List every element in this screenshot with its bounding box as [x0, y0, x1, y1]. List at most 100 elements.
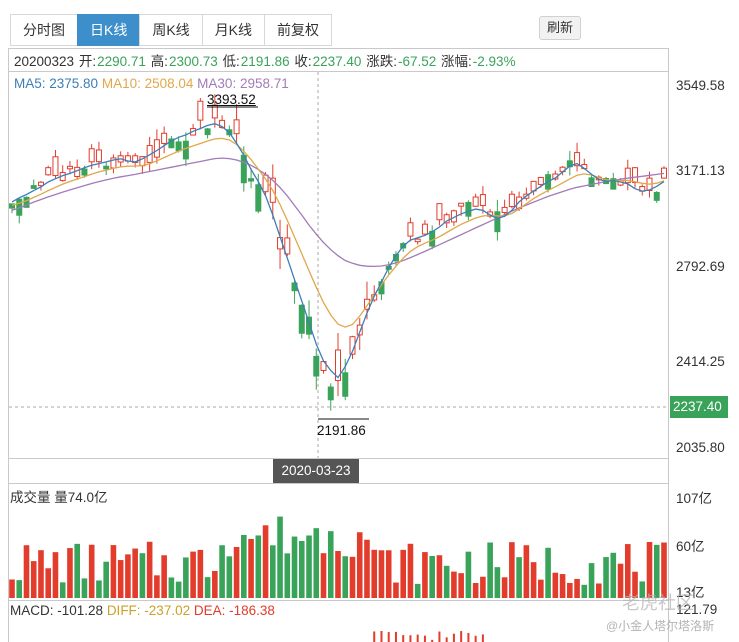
- volume-bar: [277, 516, 283, 598]
- volume-label: 成交量 量74.0亿: [10, 490, 108, 505]
- candle-body: [313, 356, 320, 377]
- volume-bar: [632, 571, 638, 598]
- candlestick-series: [9, 94, 667, 411]
- volume-bar: [371, 549, 378, 598]
- volume-bar: [175, 581, 182, 598]
- volume-bar: [154, 575, 160, 598]
- volume-bar: [458, 573, 464, 598]
- volume-bar: [472, 583, 479, 598]
- candle-body: [421, 223, 428, 235]
- macd-bar: [460, 631, 463, 642]
- volume-bar: [639, 581, 646, 598]
- candle-body: [219, 119, 226, 129]
- low-marker-label: 2191.86: [317, 423, 366, 438]
- change-label: 涨跌:: [366, 54, 397, 69]
- candle-body: [624, 167, 631, 184]
- volume-bar: [465, 551, 472, 598]
- candle-body: [501, 206, 508, 214]
- macd-bar: [467, 632, 470, 642]
- info-divider: [8, 71, 669, 72]
- macd-pane-top: [8, 600, 669, 601]
- macd-legend: MACD: -101.28 DIFF: -237.02 DEA: -186.38: [10, 603, 275, 618]
- volume-bar: [23, 545, 30, 598]
- candle-body: [66, 165, 73, 170]
- volume-bar: [313, 528, 320, 598]
- volume-bar: [52, 552, 59, 598]
- macd-bar: [380, 631, 383, 642]
- candle-body: [436, 203, 443, 221]
- refresh-button[interactable]: 刷新: [539, 16, 582, 40]
- macd-value: MACD: -101.28: [10, 603, 104, 618]
- volume-bar: [103, 561, 109, 598]
- high-label: 高:: [150, 54, 168, 69]
- candle-body: [356, 324, 363, 336]
- price-pane-bottom: [8, 458, 669, 459]
- volume-bar: [168, 577, 175, 598]
- macd-bar: [394, 631, 397, 642]
- price-tick: 3171.13: [676, 163, 725, 178]
- volume-bar: [414, 583, 421, 598]
- volume-bar: [197, 549, 204, 598]
- volume-bar: [183, 557, 189, 598]
- watermark-author: @小金人塔尔塔洛斯: [606, 619, 715, 633]
- volume-bar: [349, 556, 356, 598]
- tab-daily-kline[interactable]: 日K线: [77, 14, 140, 46]
- volume-bar: [603, 557, 609, 598]
- tab-weekly-kline[interactable]: 周K线: [139, 14, 202, 46]
- price-tick: 2035.80: [676, 440, 725, 455]
- volume-bar: [212, 570, 218, 598]
- volume-bar: [581, 584, 588, 598]
- low-label: 低:: [222, 54, 240, 69]
- volume-bar: [501, 577, 508, 598]
- volume-bar: [306, 535, 312, 598]
- tab-forward-adjusted[interactable]: 前复权: [264, 14, 333, 46]
- volume-bar: [298, 541, 305, 598]
- candle-body: [610, 178, 617, 190]
- volume-bar: [624, 544, 631, 598]
- candle-body: [458, 202, 465, 207]
- candle-body: [479, 194, 486, 207]
- volume-bar: [530, 562, 537, 598]
- candle-body: [197, 100, 204, 121]
- volume-bar: [559, 574, 566, 598]
- volume-bar: [45, 568, 52, 598]
- candle-body: [182, 140, 189, 160]
- tab-monthly-kline[interactable]: 月K线: [201, 14, 265, 46]
- volume-bar: [320, 553, 327, 598]
- candle-body: [588, 177, 595, 187]
- macd-bar: [416, 634, 419, 642]
- volume-bar: [327, 531, 334, 598]
- volume-bar: [356, 532, 363, 598]
- candle-body: [392, 253, 399, 262]
- volume-bar: [248, 538, 254, 598]
- candle-body: [537, 176, 544, 185]
- macd-bar: [387, 632, 390, 642]
- candle-body: [52, 156, 59, 177]
- tab-intraday[interactable]: 分时图: [10, 14, 77, 46]
- moving-average-lines: [11, 123, 665, 379]
- volume-bar: [74, 543, 80, 598]
- candle-body: [9, 203, 15, 209]
- price-tick: 2792.69: [676, 259, 725, 274]
- low-value: 2191.86: [240, 54, 290, 69]
- candle-body: [508, 193, 515, 208]
- macd-bar: [481, 634, 484, 642]
- price-tick: 2414.25: [676, 354, 725, 369]
- high-value: 2300.73: [168, 54, 218, 69]
- macd-histogram: [373, 631, 484, 642]
- pct-value: -2.93%: [472, 54, 516, 69]
- volume-bar: [545, 547, 551, 598]
- volume-bar: [400, 549, 406, 598]
- candle-body: [153, 139, 160, 158]
- candle-body: [88, 148, 95, 163]
- candle-body: [233, 119, 240, 135]
- volume-bar: [610, 552, 617, 598]
- volume-bar: [67, 548, 73, 598]
- ma30-value: MA30: 2958.71: [197, 76, 289, 91]
- candle-body: [168, 138, 175, 149]
- volume-bar: [552, 572, 559, 598]
- candle-body: [465, 201, 472, 217]
- candle-body: [45, 167, 52, 176]
- macd-bar: [423, 635, 426, 642]
